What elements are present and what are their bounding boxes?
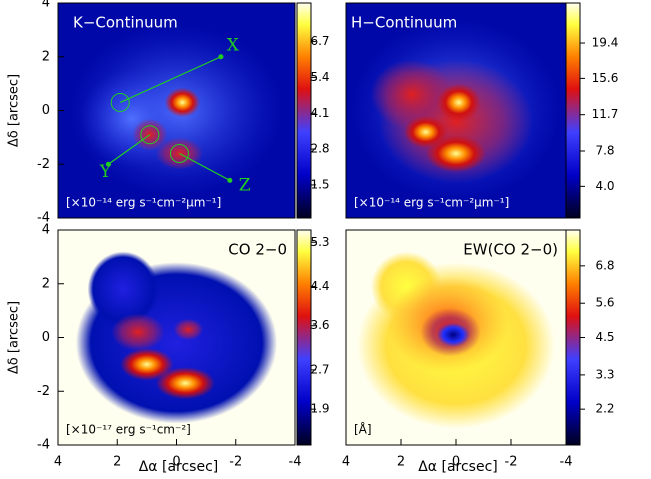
y-tick-label: 4 [42,223,50,238]
colorbar-tick-label: 4.1 [310,106,329,120]
colorbar-tick-label: 2.2 [595,402,614,416]
emission [436,322,470,347]
arrow-label: X [227,36,240,56]
y-tick-label: -2 [37,384,50,399]
panel-title: K−Continuum [73,14,178,32]
marker-circle [110,92,130,112]
colorbar-tick-label: 2.7 [310,362,329,376]
image [58,3,295,218]
image [346,3,566,218]
colorbar-tick-label: 6.8 [595,258,614,272]
image [346,230,566,445]
y-axis-label: Δδ [arcsec] [7,74,22,147]
panel: EW(CO 2−0) [Å] 4 2 0 -2 -4 Δα [arcsec] 2.2 3.3 4.5… [342,229,615,475]
y-tick-label: -4 [37,438,50,453]
emission [370,59,454,130]
emission [425,134,487,173]
unit-label: [×10⁻¹⁴ erg s⁻¹cm⁻²μm⁻¹] [66,196,221,210]
emission [111,313,165,351]
x-tick-label: -2 [229,455,242,470]
arrow-head [227,177,233,183]
x-tick-label: -4 [560,455,573,470]
x-axis-label: Δα [arcsec] [139,459,219,475]
colorbar-tick-label: 4.0 [595,179,614,193]
arrow-label: Y [99,162,112,182]
colorbar [565,2,581,219]
colorbar [296,229,312,446]
colorbar-tick-label: 2.8 [310,142,329,156]
arrow-label: Z [239,175,251,195]
colorbar-tick-label: 4.4 [310,279,329,293]
colorbar [296,2,312,219]
panel-title: EW(CO 2−0) [463,241,558,259]
colorbar-tick-label: 7.8 [595,143,614,157]
arrow-head [218,54,224,60]
x-tick-label: 2 [113,455,121,470]
arrow [108,134,151,165]
unit-label: [×10⁻¹⁴ erg s⁻¹cm⁻²μm⁻¹] [354,196,509,210]
colorbar-tick-label: 15.6 [592,71,619,85]
colorbar-tick-label: 3.6 [310,318,329,332]
x-tick-label: 0 [452,455,460,470]
arrow [179,152,231,181]
colorbar-tick-label: 5.4 [310,70,329,84]
y-axis-label: Δδ [arcsec] [7,301,22,374]
emission [164,87,201,118]
arrow [119,56,222,103]
unit-label: [Å] [354,422,372,437]
arrow-head [105,161,111,167]
x-axis-label: Δα [arcsec] [418,459,498,475]
x-tick-label: 0 [172,455,180,470]
x-tick-label: 4 [54,455,62,470]
y-tick-label: 2 [42,49,50,64]
x-tick-label: -4 [289,455,302,470]
y-tick-label: 4 [42,0,50,11]
colorbar-tick-label: 1.9 [310,402,329,416]
panel-title: H−Continuum [351,14,457,32]
y-tick-label: 0 [42,330,50,345]
colorbar-tick-label: 19.4 [592,36,619,50]
x-tick-label: -2 [505,455,518,470]
emission [155,367,216,400]
colorbar-tick-label: 6.7 [310,34,329,48]
panel: CO 2−0 [×10⁻¹⁷ erg s⁻¹cm⁻²] -4 -2 0 2 4 4 2 0 -2 -4… [7,223,330,476]
colorbar-tick-label: 5.6 [595,296,614,310]
panel: K−Continuum [×10⁻¹⁴ erg s⁻¹cm⁻²μm⁻¹] X Y Z -4… [7,0,330,226]
marker-circle [140,125,160,145]
colorbar-tick-label: 11.7 [592,107,619,121]
colorbar-tick-label: 3.3 [595,367,614,381]
y-tick-label: -4 [37,211,50,226]
unit-label: [×10⁻¹⁷ erg s⁻¹cm⁻²] [66,423,191,437]
x-tick-label: 4 [342,455,350,470]
marker-circle [169,144,189,163]
panel: H−Continuum [×10⁻¹⁴ erg s⁻¹cm⁻²μm⁻¹] 4.0 7.… [345,2,619,219]
emission [120,348,174,381]
colorbar-tick-label: 4.5 [595,330,614,344]
y-tick-label: -2 [37,157,50,172]
emission [173,318,204,341]
colorbar-tick-label: 1.5 [310,177,329,191]
emission [87,251,159,327]
image [58,230,295,445]
x-tick-label: 2 [397,455,405,470]
colorbar [565,229,581,446]
emission [436,83,481,122]
y-tick-label: 2 [42,276,50,291]
panel-title: CO 2−0 [228,241,287,259]
y-tick-label: 0 [42,103,50,118]
colorbar-tick-label: 5.3 [310,235,329,249]
